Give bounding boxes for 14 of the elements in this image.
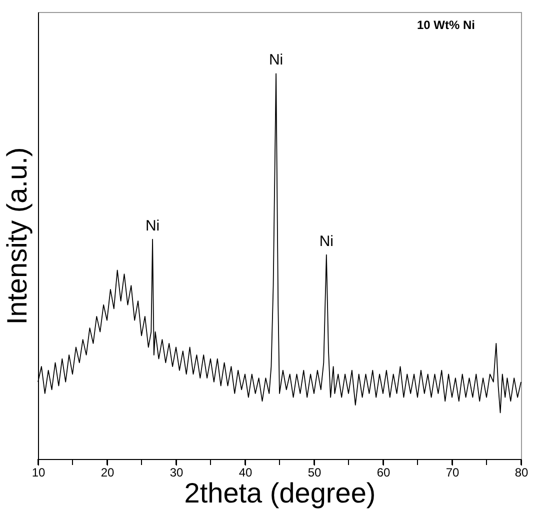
x-tick-label: 30: [170, 466, 184, 480]
annotation: Ni: [319, 232, 334, 250]
annotation: Ni: [145, 217, 160, 234]
x-tick-label: 40: [238, 466, 252, 480]
x-axis-title: 2theta (degree): [184, 478, 376, 508]
x-tick-label: 20: [100, 466, 114, 480]
x-tick-label: 70: [446, 466, 460, 480]
y-axis-title: Intensity (a.u.): [2, 147, 32, 325]
text: 10 Wt% Ni: [416, 18, 475, 32]
x-tick-label: 80: [514, 466, 528, 480]
x-tick-label: 60: [376, 466, 390, 480]
x-tick-label: 10: [32, 466, 46, 480]
x-tick-label: 50: [308, 466, 322, 480]
annotation: Ni: [268, 52, 284, 69]
